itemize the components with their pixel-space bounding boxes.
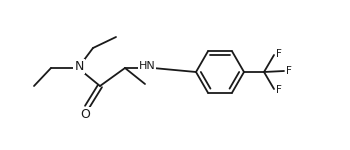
- Text: F: F: [286, 66, 292, 76]
- Text: F: F: [276, 49, 282, 59]
- Text: O: O: [80, 108, 90, 120]
- Text: HN: HN: [139, 61, 155, 71]
- Text: N: N: [74, 60, 84, 72]
- Text: F: F: [276, 85, 282, 95]
